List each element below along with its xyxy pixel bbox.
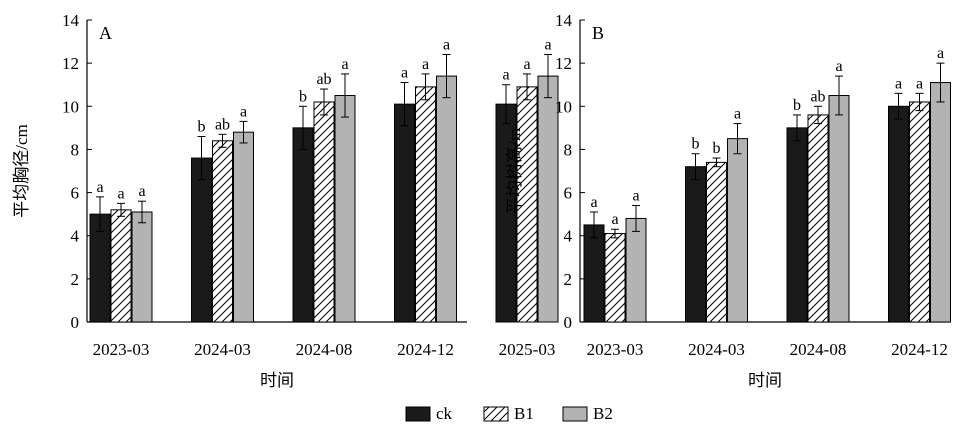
y-tick-label: 6	[71, 184, 80, 203]
y-tick-label: 14	[555, 11, 573, 30]
y-tick-label: 2	[71, 270, 80, 289]
x-tick-label: 2023-03	[587, 340, 644, 359]
y-tick-label: 10	[62, 97, 79, 116]
significance-letter: a	[502, 67, 509, 84]
bar-b1	[415, 86, 436, 323]
significance-letter: b	[299, 88, 307, 105]
significance-letter: a	[611, 211, 618, 228]
bar-b1	[909, 101, 930, 323]
significance-letter: a	[443, 37, 450, 54]
x-tick-label: 2024-12	[891, 340, 948, 359]
x-tick-label: 2024-03	[194, 340, 251, 359]
y-tick-label: 2	[564, 270, 573, 289]
significance-letter: a	[916, 75, 923, 92]
bar-ck	[292, 127, 314, 323]
significance-letter: b	[198, 118, 206, 135]
bar-b2	[334, 95, 356, 323]
significance-letter: ab	[810, 88, 825, 105]
significance-letter: a	[734, 106, 741, 123]
legend: ck B1 B2	[405, 404, 613, 423]
x-axis-label: 时间	[260, 371, 294, 390]
significance-letter: a	[590, 194, 597, 211]
panel-label: A	[99, 23, 112, 43]
significance-letter: ab	[215, 116, 230, 133]
significance-letter: b	[793, 97, 801, 114]
significance-letter: a	[401, 65, 408, 82]
bar-ck	[394, 103, 415, 323]
bar-b1	[807, 114, 829, 323]
bar-b2	[828, 95, 850, 323]
significance-letter: a	[240, 103, 247, 120]
y-tick-label: 12	[555, 54, 572, 73]
legend-label-ck: ck	[436, 404, 453, 423]
bar-ck	[191, 157, 212, 323]
x-tick-label: 2024-08	[296, 340, 353, 359]
bar-b1	[212, 140, 233, 323]
bar-b2	[727, 138, 748, 323]
significance-letter: a	[632, 188, 639, 205]
significance-letter: b	[692, 136, 700, 153]
bar-ck	[786, 127, 808, 323]
bar-b1	[110, 209, 132, 323]
significance-letter: a	[895, 75, 902, 92]
bar-b2	[436, 75, 457, 323]
y-tick-label: 12	[62, 54, 79, 73]
bar-b2	[233, 131, 254, 323]
x-tick-label: 2024-03	[688, 340, 745, 359]
y-tick-label: 4	[71, 227, 80, 246]
x-tick-label: 2024-08	[790, 340, 847, 359]
legend-label-b2: B2	[593, 404, 613, 423]
bar-ck	[583, 224, 605, 323]
significance-letter: a	[422, 56, 429, 73]
y-tick-label: 14	[62, 11, 80, 30]
significance-letter: a	[544, 37, 551, 54]
significance-letter: b	[713, 140, 721, 157]
significance-letter: a	[117, 185, 124, 202]
significance-letter: a	[937, 45, 944, 62]
bar-b2	[625, 217, 647, 323]
significance-letter: a	[341, 56, 348, 73]
significance-letter: a	[835, 58, 842, 75]
y-tick-label: 8	[71, 140, 80, 159]
panel-label: B	[592, 23, 604, 43]
y-axis-label: 平均胸径/cm	[12, 124, 31, 218]
x-tick-label: 2024-12	[397, 340, 454, 359]
x-tick-label: 2023-03	[93, 340, 150, 359]
y-tick-label: 0	[564, 313, 573, 332]
y-tick-label: 6	[564, 184, 573, 203]
significance-letter: a	[138, 183, 145, 200]
bar-b2	[930, 82, 951, 323]
y-tick-label: 0	[71, 313, 80, 332]
legend-swatch-b1	[483, 406, 509, 422]
bar-ck	[888, 105, 909, 323]
y-axis-label: 平均树高/m	[505, 128, 524, 214]
bar-b1	[604, 233, 626, 323]
legend-label-b1: B1	[514, 404, 534, 423]
legend-swatch-ck	[405, 406, 431, 422]
x-tick-label: 2025-03	[499, 340, 556, 359]
legend-swatch-b2	[562, 406, 588, 422]
y-tick-label: 10	[555, 97, 572, 116]
significance-letter: a	[96, 179, 103, 196]
bar-ck	[685, 166, 706, 323]
bar-b2	[131, 211, 153, 323]
y-tick-label: 8	[564, 140, 573, 159]
bar-b1	[313, 101, 335, 323]
significance-letter: a	[523, 56, 530, 73]
x-axis-label: 时间	[748, 371, 782, 390]
y-tick-label: 4	[564, 227, 573, 246]
bar-b1	[706, 161, 727, 323]
significance-letter: ab	[316, 71, 331, 88]
